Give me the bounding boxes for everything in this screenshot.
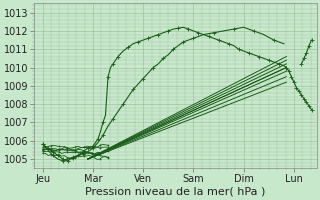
X-axis label: Pression niveau de la mer( hPa ): Pression niveau de la mer( hPa )	[85, 187, 265, 197]
